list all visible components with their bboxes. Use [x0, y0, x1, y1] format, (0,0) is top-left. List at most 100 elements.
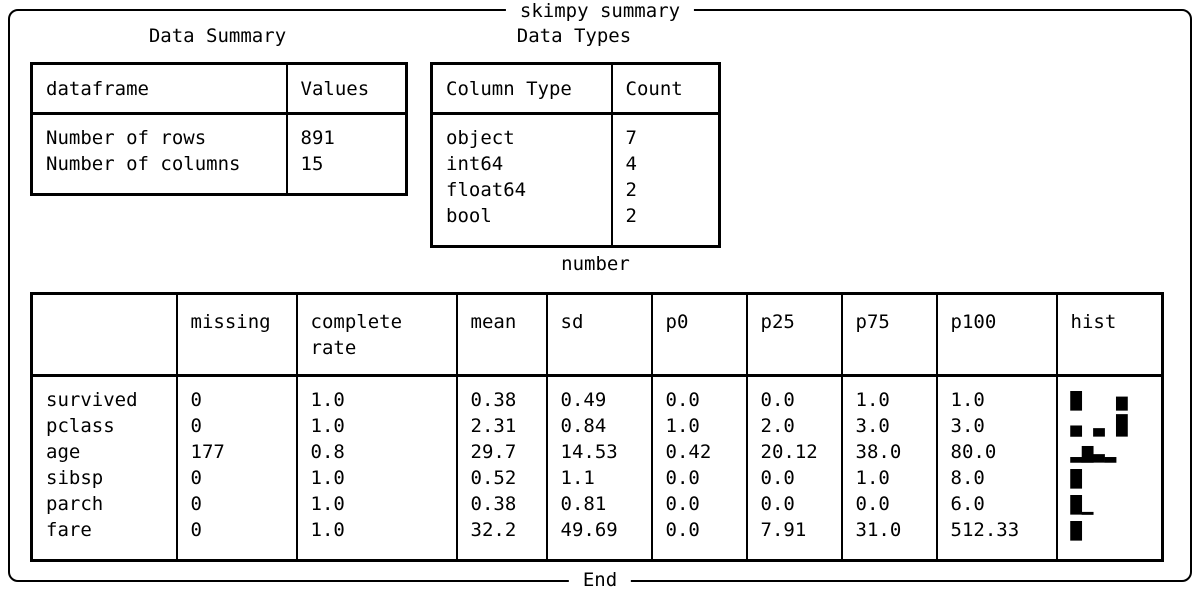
table-cell: 1.0	[295, 413, 458, 439]
row-label-cell: fare	[30, 517, 178, 561]
row-label-cell: pclass	[30, 413, 178, 439]
table-cell: 31.0	[840, 517, 938, 561]
row-label-cell: Number of rows	[30, 113, 288, 151]
column-header: sd	[545, 292, 653, 377]
summary-frame: skimpy summary End	[8, 0, 1192, 590]
table-cell: 0.38	[455, 491, 548, 517]
table-cell: 891	[285, 113, 408, 151]
table-cell: 1.0	[840, 465, 938, 491]
table-cell: ▇▁	[1055, 491, 1164, 517]
frame-end-label: End	[568, 569, 632, 590]
table-row: int64 4	[430, 151, 721, 177]
table-cell: 0.0	[745, 375, 843, 413]
table-cell: 0.49	[545, 375, 653, 413]
table-cell: ▇	[1055, 517, 1164, 561]
table-row: Number of rows 891	[30, 113, 408, 151]
table-cell: 512.33	[935, 517, 1058, 561]
row-label-cell: sibsp	[30, 465, 178, 491]
table-cell: 177	[175, 439, 298, 465]
column-header: mean	[455, 292, 548, 377]
table-cell: 0.0	[840, 491, 938, 517]
table-cell: 2.31	[455, 413, 548, 439]
table-row: float64 2	[430, 177, 721, 203]
table-cell: 1.0	[295, 491, 458, 517]
table-cell: 3.0	[935, 413, 1058, 439]
data-types-table: Column Type Count object 7 int64 4 float64 2 bo…	[430, 62, 721, 248]
row-label-cell: parch	[30, 491, 178, 517]
row-label-cell: survived	[30, 375, 178, 413]
table-row: Number of columns 15	[30, 151, 408, 195]
table-cell: 2	[610, 203, 721, 247]
row-label-cell: int64	[430, 151, 613, 177]
table-cell: 1.0	[650, 413, 748, 439]
column-header: p0	[650, 292, 748, 377]
table-cell: 0.8	[295, 439, 458, 465]
column-header: Column Type	[430, 62, 613, 115]
table-cell: 0.0	[650, 465, 748, 491]
table-cell: 0	[175, 517, 298, 561]
table-cell: 2	[610, 177, 721, 203]
table-cell: 1.0	[295, 465, 458, 491]
table-row: bool 2	[430, 203, 721, 247]
table-cell: 1.1	[545, 465, 653, 491]
table-row: sibsp 0 1.0 0.52 1.1 0.0 0.0 1.0 8.0 ▇	[30, 465, 1164, 491]
data-summary-title: Data Summary	[148, 25, 287, 47]
row-label-cell: bool	[430, 203, 613, 247]
number-body: survived 0 1.0 0.38 0.49 0.0 0.0 1.0 1.0 ▇ ▅ pclas…	[30, 375, 1164, 561]
frame-title: skimpy summary	[505, 0, 695, 22]
table-cell: 1.0	[295, 375, 458, 413]
data-types-title: Data Types	[516, 25, 632, 47]
data-types-body: object 7 int64 4 float64 2 bool 2	[430, 113, 721, 247]
table-cell: 1.0	[840, 375, 938, 413]
table-cell: 14.53	[545, 439, 653, 465]
table-cell: 7	[610, 113, 721, 151]
column-header: Count	[610, 62, 721, 115]
table-cell: 38.0	[840, 439, 938, 465]
table-cell: 1.0	[935, 375, 1058, 413]
table-cell: 0.0	[650, 375, 748, 413]
column-header: Values	[285, 62, 408, 115]
column-header: dataframe	[30, 62, 288, 115]
number-section-title: number	[561, 253, 630, 275]
table-cell: 0	[175, 465, 298, 491]
number-stats-table: missing complete rate mean sd p0 p25 p75 p100 hi…	[30, 292, 1164, 562]
number-header-row: missing complete rate mean sd p0 p25 p75 p100 hi…	[30, 292, 1164, 377]
table-cell: ▇	[1055, 465, 1164, 491]
table-cell: 0.38	[455, 375, 548, 413]
data-summary-header-row: dataframe Values	[30, 62, 408, 115]
table-cell: 6.0	[935, 491, 1058, 517]
data-summary-body: Number of rows 891 Number of columns 15	[30, 113, 408, 195]
table-cell: 0.0	[650, 491, 748, 517]
table-row: fare 0 1.0 32.2 49.69 0.0 7.91 31.0 512.33 ▇	[30, 517, 1164, 561]
table-row: survived 0 1.0 0.38 0.49 0.0 0.0 1.0 1.0 ▇ ▅	[30, 375, 1164, 413]
table-cell: 20.12	[745, 439, 843, 465]
table-cell: 0.0	[745, 491, 843, 517]
table-cell: 0.84	[545, 413, 653, 439]
column-header: p25	[745, 292, 843, 377]
table-cell: 0.0	[650, 517, 748, 561]
table-cell: 0.52	[455, 465, 548, 491]
table-cell: 8.0	[935, 465, 1058, 491]
row-label-cell: object	[430, 113, 613, 151]
table-row: age 177 0.8 29.7 14.53 0.42 20.12 38.0 80.0 ▂▆▃▂	[30, 439, 1164, 465]
column-header: missing	[175, 292, 298, 377]
table-row: pclass 0 1.0 2.31 0.84 1.0 2.0 3.0 3.0 ▄ ▃ █	[30, 413, 1164, 439]
table-cell: 0.81	[545, 491, 653, 517]
table-cell: ▂▆▃▂	[1055, 439, 1164, 465]
table-cell: 0.42	[650, 439, 748, 465]
table-cell: 3.0	[840, 413, 938, 439]
table-cell: 0.0	[745, 465, 843, 491]
data-summary-table: dataframe Values Number of rows 891 Number …	[30, 62, 408, 196]
table-row: object 7	[430, 113, 721, 151]
column-header: hist	[1055, 292, 1164, 377]
column-header: p75	[840, 292, 938, 377]
row-label-cell: Number of columns	[30, 151, 288, 195]
row-label-cell: age	[30, 439, 178, 465]
table-cell: 32.2	[455, 517, 548, 561]
table-cell: 0	[175, 413, 298, 439]
table-cell: 4	[610, 151, 721, 177]
table-cell: 15	[285, 151, 408, 195]
table-cell: 0	[175, 491, 298, 517]
table-row: parch 0 1.0 0.38 0.81 0.0 0.0 0.0 6.0 ▇▁	[30, 491, 1164, 517]
data-types-header-row: Column Type Count	[430, 62, 721, 115]
